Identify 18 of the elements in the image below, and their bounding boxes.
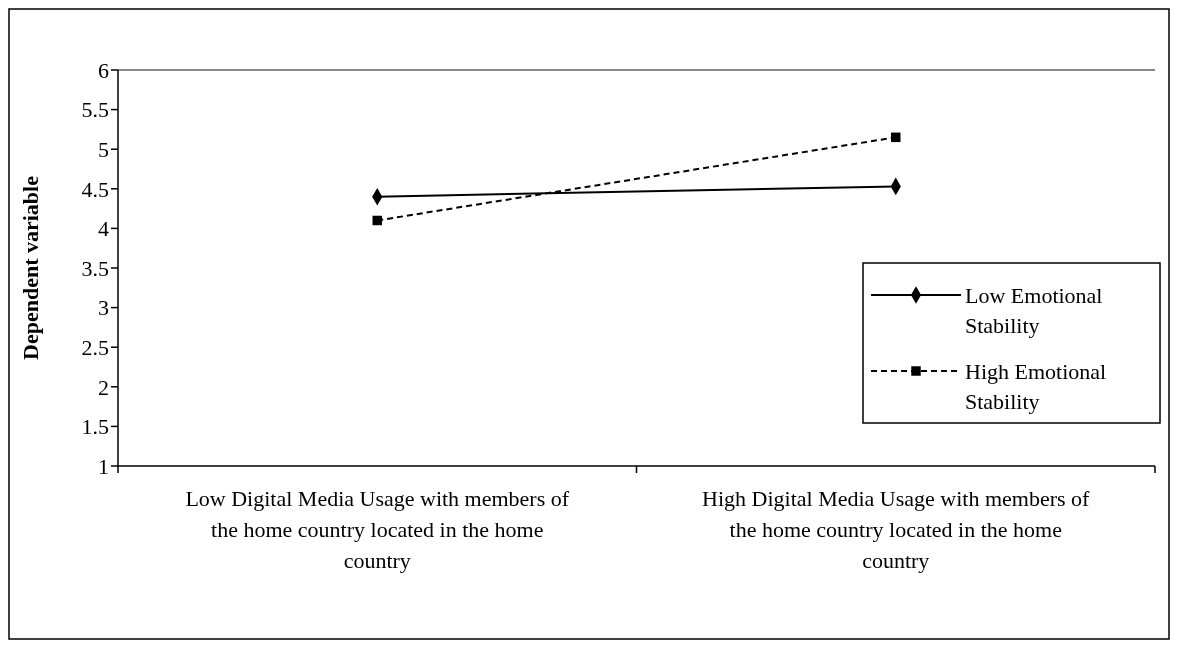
y-tick-label: 5.5 <box>81 97 109 123</box>
point <box>372 215 382 226</box>
y-tick-label: 1.5 <box>81 414 109 440</box>
y-tick-label: 3 <box>98 295 109 321</box>
x-tick-label: Low Digital Media Usage with members of the home country located in the home country <box>185 486 570 573</box>
y-tick-label: 2 <box>98 374 109 400</box>
x-tick-label: High Digital Media Usage with members of the home country located in the home country <box>702 486 1091 573</box>
y-tick-label: 2.5 <box>81 334 109 360</box>
y-tick-label: 3.5 <box>81 255 109 281</box>
y-axis-title: Dependent variable <box>18 175 43 360</box>
y-tick-label: 1 <box>98 453 109 479</box>
legend-label: High Emotional Stability <box>965 358 1107 414</box>
point <box>891 132 901 143</box>
legend-label: Low Emotional Stability <box>965 282 1103 338</box>
y-tick-label: 4 <box>98 216 109 242</box>
y-tick-label: 6 <box>98 57 109 83</box>
y-tick-label: 4.5 <box>81 176 109 202</box>
y-tick-label: 5 <box>98 136 109 162</box>
